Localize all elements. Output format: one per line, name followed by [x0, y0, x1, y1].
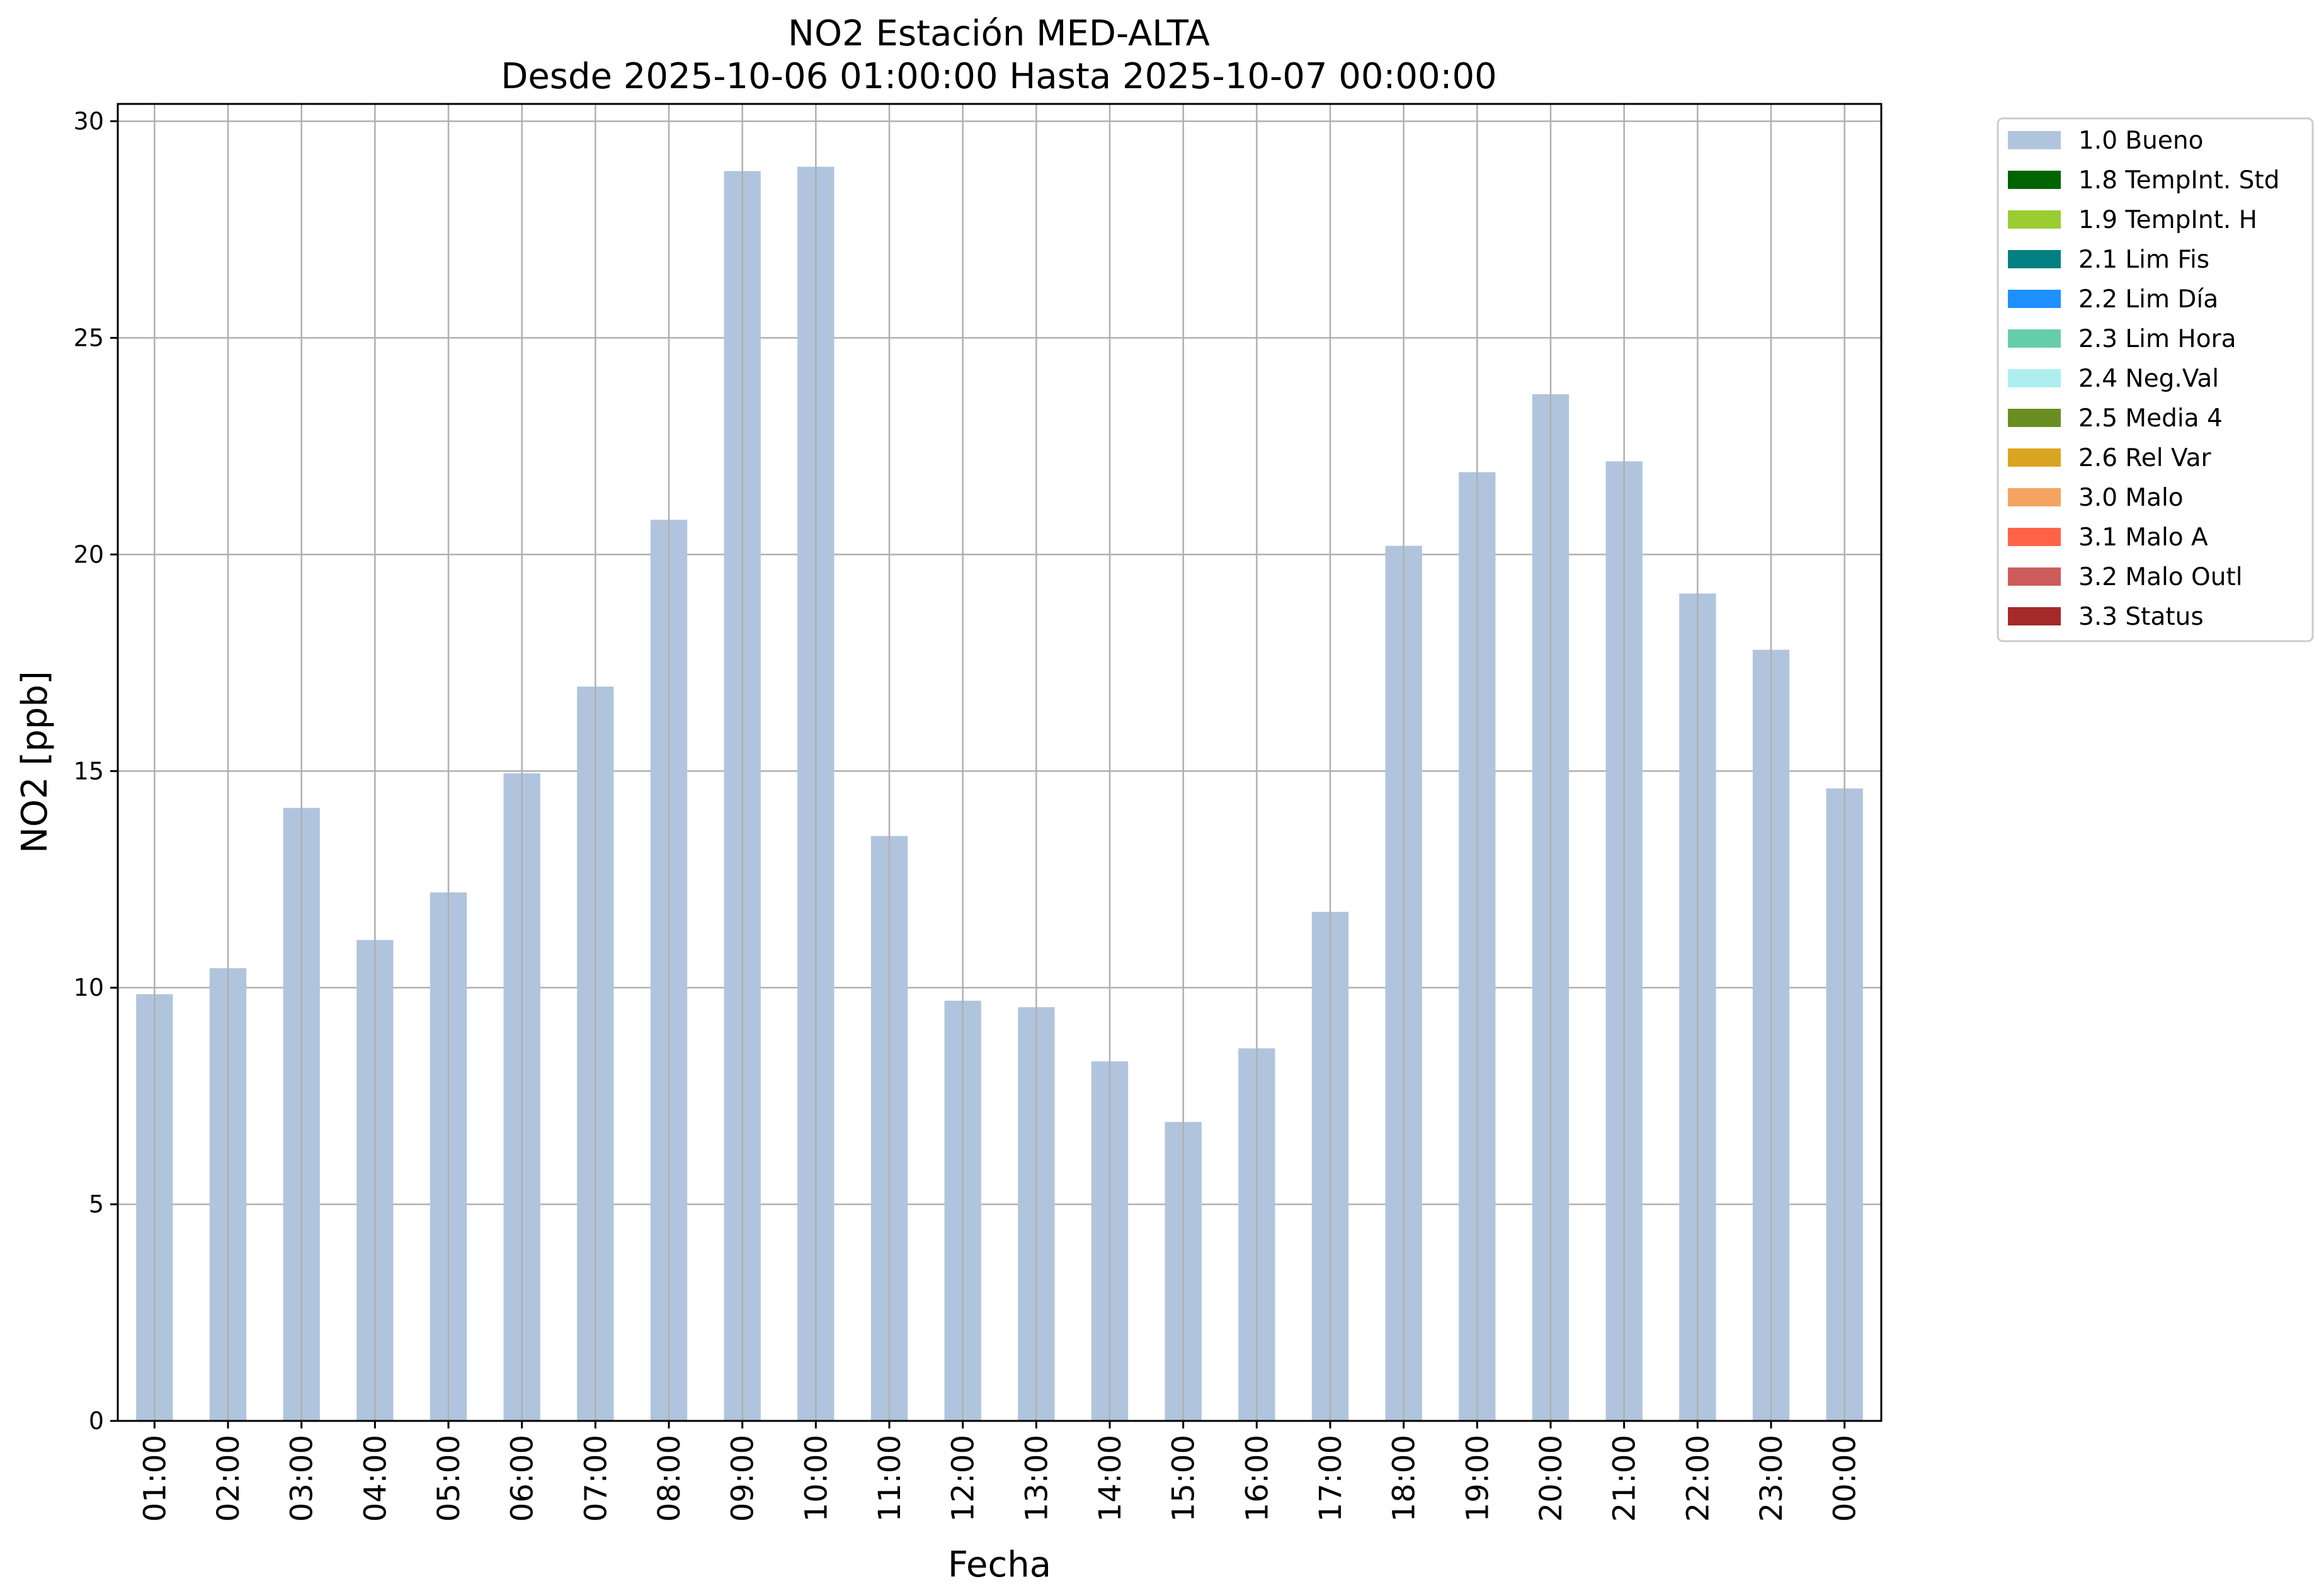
legend-swatch — [2008, 409, 2061, 427]
legend-swatch — [2008, 250, 2061, 268]
legend-swatch — [2008, 210, 2061, 229]
legend-swatch — [2008, 448, 2061, 467]
y-tick-label: 0 — [89, 1407, 104, 1435]
x-tick-label: 09:00 — [726, 1435, 761, 1522]
legend: 1.0 Bueno 1.8 TempInt. Std 1.9 TempInt. H 2… — [1997, 117, 2314, 642]
legend-label: 1.8 TempInt. Std — [2078, 166, 2279, 195]
legend-swatch — [2008, 488, 2061, 506]
x-tick-label: 21:00 — [1607, 1435, 1643, 1522]
legend-label: 2.1 Lim Fis — [2078, 246, 2209, 274]
grid-lines — [118, 120, 1881, 1422]
y-tick-label: 25 — [74, 324, 104, 351]
legend-swatch — [2008, 171, 2061, 189]
x-tick-label: 17:00 — [1313, 1435, 1348, 1522]
y-tick-label: 15 — [74, 757, 104, 785]
x-tick-label: 11:00 — [872, 1435, 908, 1522]
legend-swatch — [2008, 329, 2061, 348]
chart-title-line1: NO2 Estación MED-ALTA — [788, 13, 1210, 54]
legend-label: 1.9 TempInt. H — [2078, 206, 2257, 234]
x-axis-ticks: 01:00 02:00 03:00 04:00 05:00 06:00 07:00 08:00… — [137, 1421, 1863, 1522]
y-tick-label: 20 — [74, 540, 104, 568]
legend-label: 2.2 Lim Día — [2078, 285, 2218, 314]
x-tick-label: 18:00 — [1387, 1435, 1422, 1522]
x-tick-label: 20:00 — [1534, 1435, 1569, 1522]
x-tick-label: 08:00 — [652, 1435, 687, 1522]
x-tick-label: 02:00 — [211, 1435, 246, 1522]
y-tick-label: 30 — [74, 108, 104, 135]
x-tick-label: 01:00 — [137, 1435, 173, 1522]
x-tick-label: 16:00 — [1239, 1435, 1275, 1522]
legend-swatch — [2008, 607, 2061, 625]
legend-label: 1.0 Bueno — [2078, 127, 2203, 155]
x-tick-label: 14:00 — [1093, 1435, 1128, 1522]
vertical-grid-lines — [154, 104, 1845, 1421]
y-axis-ticks: 0 5 10 15 20 25 30 — [74, 108, 118, 1435]
y-axis-label: NO2 [ppb] — [14, 671, 55, 853]
y-tick-label: 5 — [89, 1190, 104, 1218]
legend-label: 2.6 Rel Var — [2078, 444, 2212, 472]
y-tick-label: 10 — [74, 974, 104, 1001]
x-tick-label: 00:00 — [1828, 1435, 1863, 1522]
legend-label: 3.3 Status — [2078, 603, 2204, 631]
legend-label: 3.1 Malo A — [2078, 523, 2208, 552]
x-tick-label: 22:00 — [1680, 1435, 1716, 1522]
x-tick-label: 12:00 — [946, 1435, 981, 1522]
plot-area-frame — [117, 103, 1883, 1422]
legend-label: 2.5 Media 4 — [2078, 404, 2223, 433]
legend-swatch — [2008, 567, 2061, 586]
legend-frame — [1997, 117, 2314, 642]
legend-label: 2.4 Neg.Val — [2078, 365, 2219, 393]
x-tick-label: 10:00 — [799, 1435, 834, 1522]
x-tick-label: 06:00 — [505, 1435, 540, 1522]
x-tick-label: 19:00 — [1460, 1435, 1495, 1522]
x-tick-label: 15:00 — [1166, 1435, 1202, 1522]
x-tick-label: 03:00 — [285, 1435, 320, 1522]
x-tick-label: 07:00 — [578, 1435, 613, 1522]
x-axis-label: Fecha — [948, 1544, 1051, 1585]
chart-title-line2: Desde 2025-10-06 01:00:00 Hasta 2025-10-… — [501, 56, 1497, 97]
x-tick-label: 13:00 — [1019, 1435, 1054, 1522]
legend-swatch — [2008, 369, 2061, 387]
legend-swatch — [2008, 528, 2061, 546]
x-tick-label: 04:00 — [358, 1435, 393, 1522]
legend-label: 3.0 Malo — [2078, 484, 2184, 512]
legend-swatch — [2008, 131, 2061, 149]
legend-label: 2.3 Lim Hora — [2078, 325, 2236, 353]
legend-swatch — [2008, 290, 2061, 308]
x-tick-label: 05:00 — [431, 1435, 467, 1522]
legend-label: 3.2 Malo Outl — [2078, 563, 2243, 591]
x-tick-label: 23:00 — [1754, 1435, 1789, 1522]
